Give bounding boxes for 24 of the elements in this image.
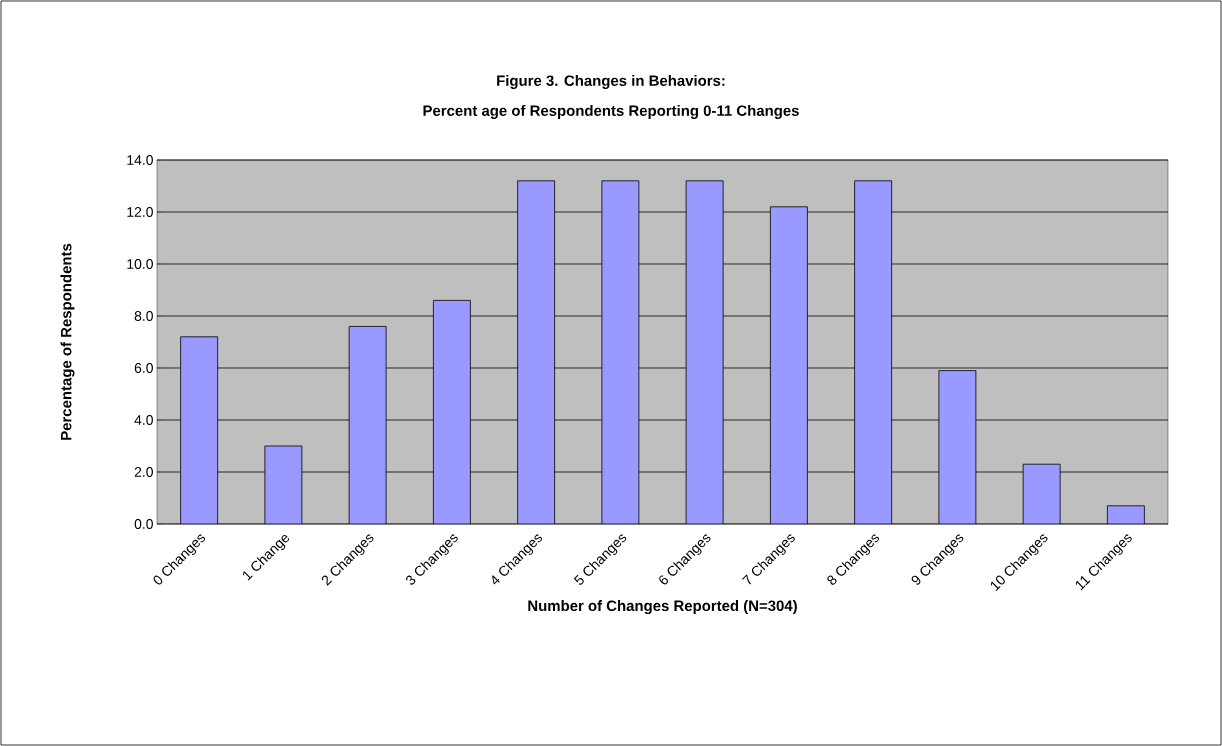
y-tick-label: 10.0 — [127, 259, 153, 269]
x-axis-title: Number of Changes Reported (N=304) — [528, 600, 797, 615]
bar — [938, 370, 977, 524]
bar — [264, 445, 303, 524]
bar — [601, 180, 640, 524]
bar — [769, 206, 808, 524]
bar — [1022, 463, 1061, 524]
bar — [432, 300, 471, 524]
bar — [1106, 505, 1145, 524]
bar — [348, 326, 387, 524]
y-tick-label: 6.0 — [134, 363, 153, 373]
bar — [180, 336, 219, 524]
y-tick-label: 0.0 — [134, 519, 153, 529]
chart-title: Figure 3. Changes in Behaviors: — [497, 74, 725, 89]
bar — [685, 180, 724, 524]
y-tick-label: 4.0 — [134, 415, 153, 425]
y-axis-title: Percentage of Respondents — [60, 243, 75, 440]
bar — [517, 180, 556, 524]
y-tick-label: 14.0 — [127, 155, 153, 165]
y-tick-label: 8.0 — [134, 311, 153, 321]
bar — [854, 180, 893, 524]
chart-subtitle: Percent age of Respondents Reporting 0-11 Changes — [423, 104, 799, 119]
y-tick-label: 2.0 — [134, 467, 153, 477]
y-tick-label: 12.0 — [127, 207, 153, 217]
